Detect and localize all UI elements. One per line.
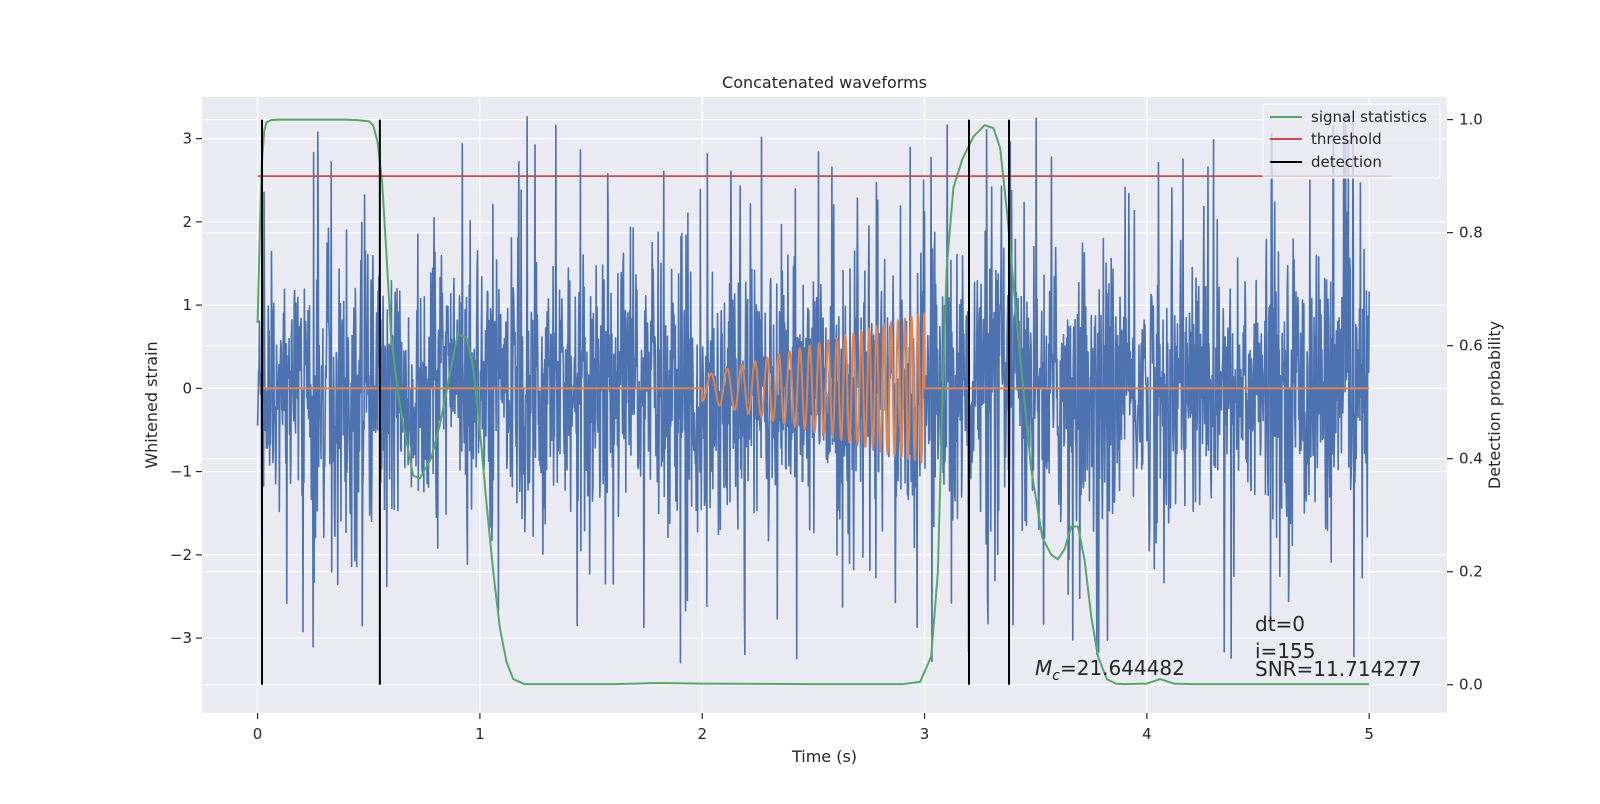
legend-box xyxy=(1262,103,1441,179)
axes: 0 1 2 3 4 5 −3 −2 −1 0 1 2 3 0.0 0.2 0.4 0.6 0.8 1.0 xyxy=(170,111,1483,743)
annotation-snr: SNR=11.714277 xyxy=(1255,657,1421,681)
signal-statistics-series xyxy=(256,118,1370,686)
annotation-i: i=155 xyxy=(1255,639,1316,663)
annotation-dt: dt=0 xyxy=(1255,612,1305,636)
legend-label-detection: detection xyxy=(1311,153,1382,171)
annotation-mc-symbol: M xyxy=(1035,656,1052,680)
annotation-mc-value: =21.644482 xyxy=(1060,656,1185,680)
annotation-mc-subscript: c xyxy=(1052,668,1060,684)
signal-statistics-line xyxy=(256,118,1370,686)
y-tick-label-left-1: −2 xyxy=(170,546,192,564)
annotation-mc: Mc=21.644482 xyxy=(1035,656,1185,684)
legend-label-signal-statistics: signal statistics xyxy=(1311,108,1427,126)
x-tick-label-2: 2 xyxy=(697,725,707,743)
y-tick-label-right-0: 0.0 xyxy=(1459,676,1483,694)
x-tick-label-4: 4 xyxy=(1142,725,1152,743)
x-tick-label-0: 0 xyxy=(253,725,263,743)
y-axis-title-left: Whitened strain xyxy=(142,341,161,468)
y-tick-label-right-5: 1.0 xyxy=(1459,111,1483,129)
noise-line xyxy=(256,115,1370,664)
y-tick-label-right-1: 0.2 xyxy=(1459,563,1483,581)
y-tick-label-right-4: 0.8 xyxy=(1459,224,1483,242)
y-axis-title-right: Detection probability xyxy=(1485,321,1504,489)
x-tick-label-5: 5 xyxy=(1364,725,1374,743)
y-tick-label-left-6: 3 xyxy=(182,130,192,148)
x-tick-label-1: 1 xyxy=(475,725,485,743)
y-tick-label-left-0: −3 xyxy=(170,629,192,647)
y-tick-label-left-3: 0 xyxy=(182,379,192,397)
noise-series xyxy=(256,115,1370,664)
chirp-line xyxy=(257,311,1370,464)
x-tick-label-3: 3 xyxy=(920,725,930,743)
legend-label-threshold: threshold xyxy=(1311,130,1382,148)
detection-markers xyxy=(261,119,1011,685)
y-tick-label-left-5: 2 xyxy=(182,213,192,231)
x-axis-title: Time (s) xyxy=(791,747,857,766)
y-tick-label-left-2: −1 xyxy=(170,463,192,481)
chart-title: Concatenated waveforms xyxy=(722,73,927,92)
legend: signal statistics threshold detection xyxy=(1262,103,1441,179)
y-tick-label-right-2: 0.4 xyxy=(1459,450,1483,468)
y-tick-label-left-4: 1 xyxy=(182,296,192,314)
y-tick-label-right-3: 0.6 xyxy=(1459,337,1483,355)
chirp-series xyxy=(257,311,1370,464)
